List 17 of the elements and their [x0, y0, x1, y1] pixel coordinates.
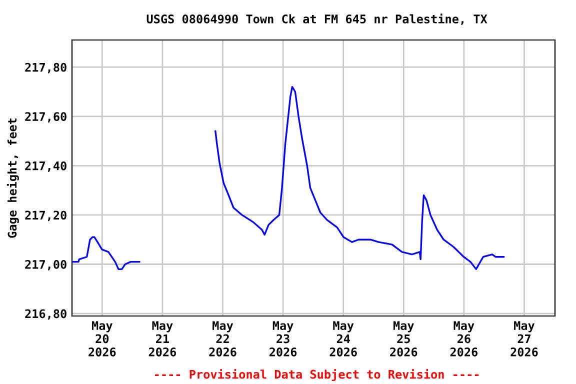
y-tick-label: 217,40 [25, 161, 66, 172]
x-tick-label: May 24 2026 [330, 321, 357, 356]
x-tick-label: May 25 2026 [390, 321, 418, 356]
y-tick-label: 217,20 [25, 210, 66, 222]
x-tick-label: May 26 2026 [450, 321, 478, 356]
y-tick-label: 217,00 [25, 260, 66, 270]
x-tick-label: May 22 2026 [209, 321, 236, 356]
y-tick-label: 216,80 [25, 309, 66, 320]
y-axis-title: Gage height, feet [6, 118, 19, 238]
y-tick-label: 217,60 [25, 112, 66, 123]
x-tick-label: May 21 2026 [148, 321, 176, 356]
x-tick-label: May 20 2026 [88, 321, 116, 356]
text: ---- Provisional Data Subject to Revision ---- [155, 368, 479, 382]
x-tick-label: May 27 2026 [510, 321, 538, 356]
y-tick-label: 217,80 [25, 62, 66, 74]
chart-title: USGS 08064990 Town Ck at FM 645 nr Palestine, TX [146, 14, 488, 25]
x-tick-label: May 23 2026 [269, 321, 297, 356]
